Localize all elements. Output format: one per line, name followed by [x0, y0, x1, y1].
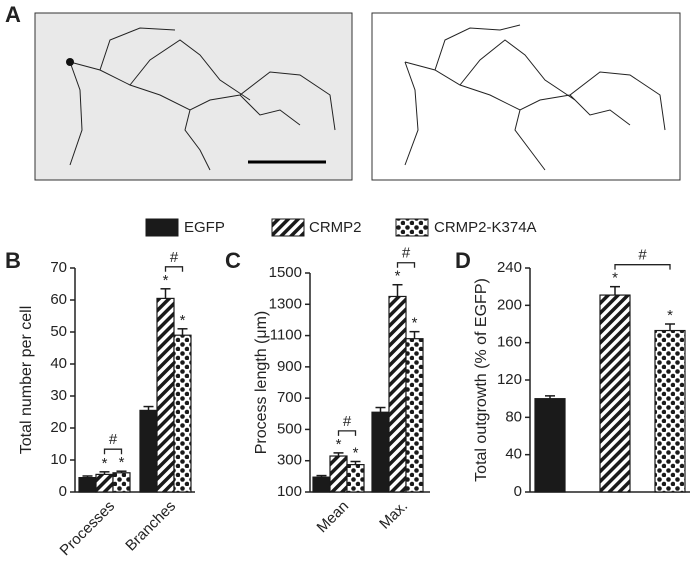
- y-tick-label: 1300: [269, 295, 302, 312]
- legend-swatch: [271, 218, 305, 237]
- y-tick-label: 60: [50, 291, 67, 308]
- x-tick-label: Mean: [314, 498, 353, 537]
- y-axis-title: Total number per cell: [18, 306, 35, 455]
- y-axis-title: Total outgrowth (% of EGFP): [473, 278, 490, 482]
- y-tick-label: 900: [277, 358, 302, 375]
- comparison-bracket: [103, 448, 123, 455]
- significance-star: *: [119, 454, 125, 471]
- bar: [388, 295, 407, 493]
- error-bar: [409, 330, 420, 339]
- y-tick-label: 240: [497, 259, 522, 276]
- bar: [371, 411, 390, 493]
- legend-label: CRMP2: [309, 219, 362, 236]
- y-tick-label: 120: [497, 371, 522, 388]
- bar: [312, 476, 331, 493]
- bar: [112, 472, 131, 493]
- bar: [534, 398, 566, 493]
- comparison-label: #: [343, 413, 352, 430]
- significance-star: *: [395, 268, 401, 285]
- legend-swatch: [145, 218, 179, 237]
- y-tick-label: 700: [277, 389, 302, 406]
- x-tick-label: Processes: [57, 498, 119, 560]
- significance-star: *: [163, 272, 169, 289]
- y-tick-label: 1500: [269, 264, 302, 281]
- y-tick-label: 1100: [270, 327, 302, 344]
- legend-label: CRMP2-K374A: [434, 219, 537, 236]
- bar: [654, 329, 686, 493]
- y-tick-label: 160: [497, 334, 522, 351]
- comparison-label: #: [170, 249, 179, 266]
- y-tick-label: 40: [50, 355, 67, 372]
- significance-star: *: [180, 312, 186, 329]
- y-tick-label: 30: [50, 387, 67, 404]
- panel-label: B: [5, 248, 21, 273]
- error-bar: [375, 406, 386, 413]
- bar: [78, 477, 97, 493]
- y-tick-label: 500: [277, 420, 302, 437]
- error-bar: [665, 323, 675, 331]
- error-bar: [177, 328, 188, 336]
- error-bar: [333, 452, 344, 457]
- y-tick-label: 10: [50, 451, 67, 468]
- error-bar: [610, 285, 620, 296]
- comparison-bracket: [396, 262, 416, 268]
- panel-label: A: [5, 2, 21, 27]
- y-tick-label: 0: [514, 483, 522, 500]
- y-axis-title: Process length (μm): [253, 311, 270, 454]
- y-tick-label: 70: [50, 259, 67, 276]
- comparison-label: #: [402, 245, 411, 262]
- bar: [599, 294, 631, 493]
- significance-star: *: [336, 436, 342, 453]
- legend-swatch: [395, 218, 429, 237]
- comparison-bracket: [164, 266, 184, 272]
- y-tick-label: 50: [50, 323, 67, 340]
- legend-label: EGFP: [184, 219, 225, 236]
- bar: [346, 464, 365, 493]
- error-bar: [82, 475, 93, 478]
- panel-label: C: [225, 248, 241, 273]
- x-tick-label: Max.: [376, 498, 411, 533]
- x-tick-label: Branches: [122, 498, 179, 555]
- error-bar: [160, 288, 171, 299]
- y-tick-label: 300: [277, 452, 302, 469]
- y-tick-label: 80: [505, 408, 522, 425]
- comparison-label: #: [109, 431, 118, 448]
- bar: [156, 297, 175, 493]
- comparison-label: #: [638, 247, 647, 264]
- significance-star: *: [667, 307, 673, 324]
- significance-star: *: [102, 455, 108, 472]
- error-bar: [143, 405, 154, 411]
- error-bar: [545, 395, 555, 399]
- comparison-bracket: [337, 430, 357, 436]
- significance-star: *: [353, 444, 359, 461]
- y-tick-label: 40: [505, 446, 522, 463]
- legend: EGFP CRMP2 CRMP2-K374A: [145, 218, 537, 237]
- micrograph: [34, 12, 681, 181]
- y-tick-label: 100: [277, 483, 302, 500]
- bar: [95, 473, 114, 493]
- y-tick-label: 0: [59, 483, 67, 500]
- error-bar: [99, 471, 110, 475]
- panel-label: D: [455, 248, 471, 273]
- error-bar: [392, 283, 403, 297]
- error-bar: [116, 470, 127, 473]
- y-tick-label: 20: [50, 419, 67, 436]
- error-bar: [350, 460, 361, 465]
- bar: [329, 455, 348, 493]
- significance-star: *: [612, 270, 618, 287]
- y-tick-label: 200: [497, 296, 522, 313]
- error-bar: [316, 474, 327, 478]
- bar: [173, 334, 192, 493]
- bar: [405, 338, 424, 493]
- bar: [139, 409, 158, 493]
- comparison-bracket: [614, 264, 671, 270]
- significance-star: *: [412, 315, 418, 332]
